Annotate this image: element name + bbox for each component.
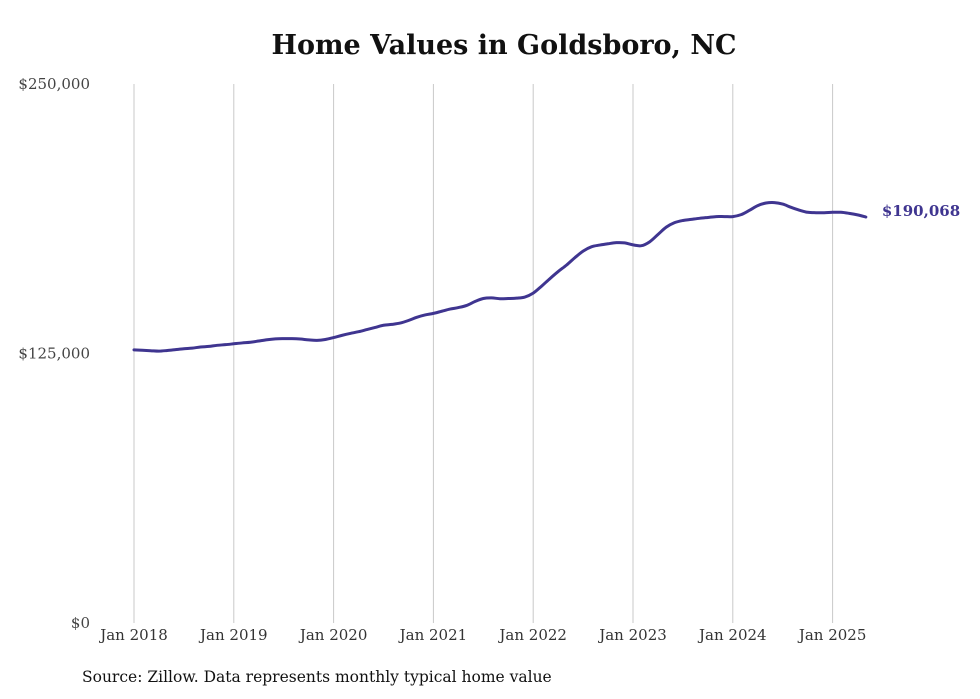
series-line bbox=[132, 201, 868, 353]
x-tick-label: Jan 2020 bbox=[298, 626, 368, 644]
end-value-label: $190,068 bbox=[882, 202, 960, 220]
x-tick-label: Jan 2023 bbox=[597, 626, 667, 644]
x-tick-label: Jan 2018 bbox=[98, 626, 168, 644]
x-tick-label: Jan 2024 bbox=[697, 626, 767, 644]
x-tick-label: Jan 2019 bbox=[198, 626, 268, 644]
y-tick-label: $0 bbox=[71, 614, 90, 632]
chart-title: Home Values in Goldsboro, NC bbox=[271, 30, 737, 61]
chart-source: Source: Zillow. Data represents monthly … bbox=[82, 668, 552, 686]
x-tick-label: Jan 2021 bbox=[398, 626, 468, 644]
x-tick-label: Jan 2025 bbox=[797, 626, 867, 644]
y-tick-label: $125,000 bbox=[18, 345, 90, 363]
x-tick-label: Jan 2022 bbox=[497, 626, 567, 644]
y-tick-label: $250,000 bbox=[18, 75, 90, 93]
